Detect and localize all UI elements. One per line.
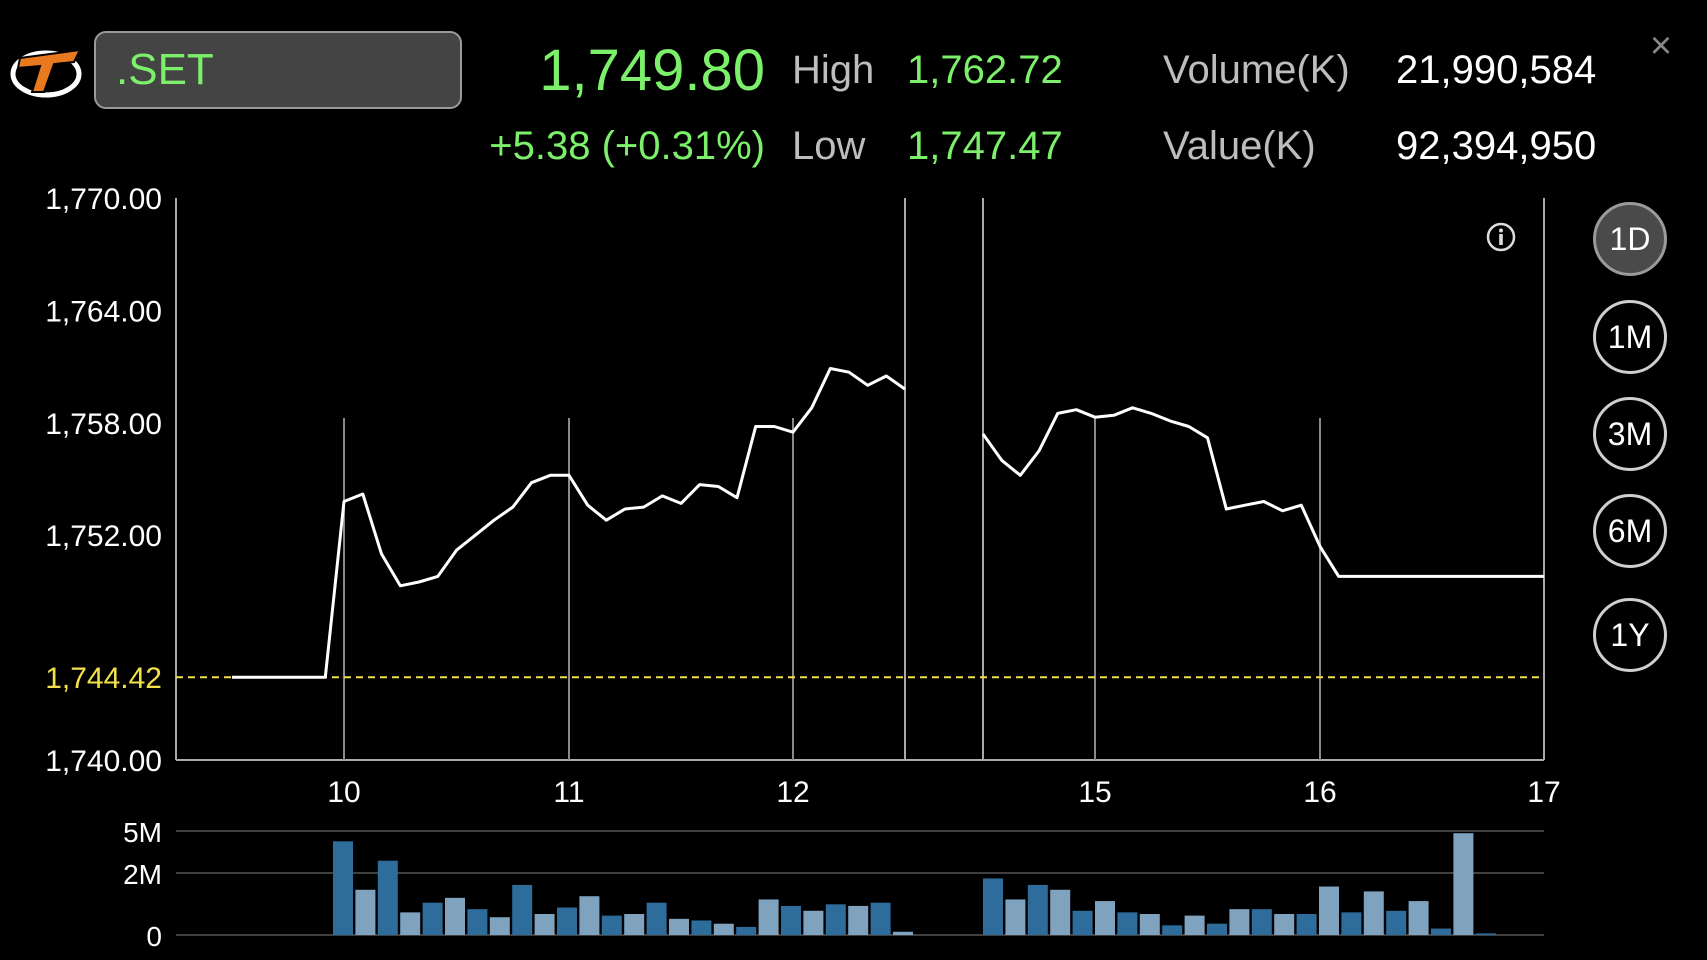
volume-bar — [1207, 923, 1227, 935]
volume-bar — [1274, 914, 1295, 935]
volume-bar — [736, 926, 757, 935]
volume-bar — [1475, 933, 1496, 935]
y-tick-label: 1,740.00 — [45, 745, 162, 778]
volume-bar — [624, 914, 645, 935]
volume-bar — [1117, 912, 1138, 935]
volume-bar — [646, 902, 667, 935]
price-line-afternoon — [981, 406, 1544, 578]
volume-bar — [400, 912, 421, 935]
period-button-1d[interactable]: 1D — [1593, 202, 1667, 276]
volume-bar — [355, 889, 376, 935]
volume-tick-label: 5M — [123, 817, 162, 848]
volume-bar — [983, 878, 1003, 935]
volume-bar — [758, 899, 779, 935]
volume-bar — [1408, 901, 1429, 935]
symbol-text[interactable]: .SET — [116, 45, 214, 94]
volume-bar — [1453, 833, 1474, 935]
volume-bar — [1341, 912, 1362, 935]
volume-bar — [848, 905, 869, 935]
y-tick-label: 1,764.00 — [45, 295, 162, 328]
volume-bar — [1162, 925, 1183, 935]
volume-tick-label: 0 — [146, 921, 162, 952]
x-tick-label: 17 — [1527, 776, 1560, 809]
period-button-1m[interactable]: 1M — [1593, 300, 1667, 374]
volume-bar — [333, 841, 353, 935]
volume-bar — [781, 905, 801, 935]
y-tick-label: 1,752.00 — [45, 520, 162, 553]
low-label: Low — [792, 124, 866, 168]
volume-bar — [713, 923, 734, 935]
volume-bar — [1005, 899, 1026, 935]
x-tick-label: 15 — [1078, 776, 1111, 809]
price-volume-chart: 10 11 12 15 16 17 1,770.00 1,764.00 1,758.00 1,75… — [45, 183, 1560, 952]
high-value: 1,762.72 — [907, 48, 1063, 92]
volume-bar — [669, 918, 689, 935]
last-price: 1,749.80 — [539, 38, 765, 103]
volume-bar — [601, 915, 622, 935]
broker-logo-icon — [10, 48, 82, 98]
x-tick-label: 11 — [553, 776, 584, 809]
volume-bar — [1229, 909, 1250, 935]
volume-bar — [1431, 928, 1451, 935]
volume-bar — [1050, 889, 1071, 935]
x-tick-label: 10 — [327, 776, 360, 809]
x-tick-label: 12 — [776, 776, 809, 809]
info-icon[interactable] — [1486, 222, 1516, 252]
value-value: 92,394,950 — [1396, 124, 1597, 168]
volume-bar — [445, 897, 465, 935]
period-button-1y[interactable]: 1Y — [1593, 598, 1667, 672]
volume-bar — [691, 920, 712, 935]
volume-bar — [870, 902, 891, 935]
volume-bar — [1251, 909, 1272, 935]
volume-bar — [1095, 901, 1115, 935]
volume-bar — [1363, 891, 1384, 935]
volume-bar — [422, 902, 443, 935]
volume-bar — [512, 884, 533, 935]
y-tick-label: 1,758.00 — [45, 408, 162, 441]
period-button-6m[interactable]: 6M — [1593, 494, 1667, 568]
prev-close-label: 1,744.42 — [45, 662, 162, 695]
volume-bar — [1296, 914, 1317, 935]
volume-value: 21,990,584 — [1396, 48, 1597, 92]
high-label: High — [792, 48, 875, 92]
volume-bar — [1319, 886, 1339, 935]
volume-bar — [579, 896, 600, 935]
volume-bar — [1139, 914, 1160, 935]
value-label: Value(K) — [1163, 124, 1316, 168]
symbol-search-box[interactable]: .SET — [94, 31, 462, 109]
volume-bar — [489, 917, 510, 935]
volume-bar — [1386, 910, 1407, 935]
period-button-3m[interactable]: 3M — [1593, 397, 1667, 471]
volume-bar — [1027, 884, 1048, 935]
close-icon[interactable]: × — [1649, 25, 1673, 67]
x-tick-label: 16 — [1303, 776, 1336, 809]
volume-bar — [1184, 915, 1205, 935]
low-value: 1,747.47 — [907, 124, 1063, 168]
volume-bar — [467, 909, 488, 935]
volume-tick-label: 2M — [123, 859, 162, 890]
volume-bar — [377, 860, 398, 935]
volume-bar — [825, 904, 846, 935]
price-change: +5.38 (+0.31%) — [489, 124, 765, 168]
price-line-morning — [232, 367, 906, 679]
y-tick-label: 1,770.00 — [45, 183, 162, 216]
volume-label: Volume(K) — [1163, 48, 1350, 92]
volume-bar — [803, 910, 824, 935]
volume-bar — [893, 931, 913, 935]
volume-bar — [1072, 910, 1093, 935]
volume-bar — [557, 907, 577, 935]
volume-bar — [534, 914, 555, 935]
